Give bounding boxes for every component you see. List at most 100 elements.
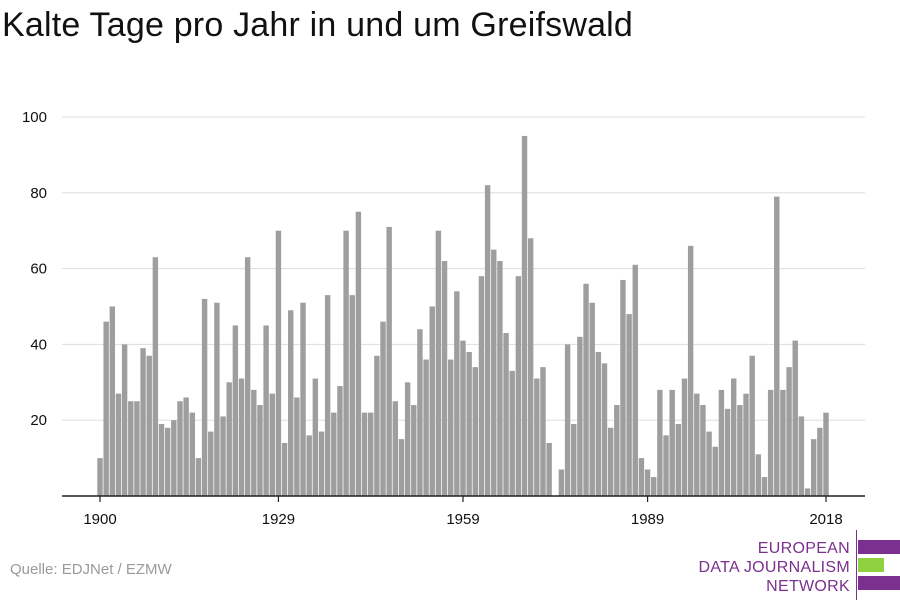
bar-1938 (331, 412, 337, 496)
bar-2006 (749, 355, 755, 496)
bar-1910 (158, 423, 165, 496)
bar-1960 (466, 351, 472, 496)
bar-1932 (294, 397, 300, 496)
bar-1922 (232, 325, 239, 496)
bar-1955 (435, 230, 442, 496)
bar-1966 (503, 333, 509, 496)
bar-1951 (411, 405, 417, 496)
bars (97, 135, 829, 496)
bar-1901 (103, 321, 109, 496)
logo-line-2: DATA JOURNALISM (698, 559, 850, 576)
y-tick-label: 60 (30, 261, 47, 278)
bar-1963 (484, 185, 491, 496)
bar-1937 (324, 295, 331, 496)
bar-1968 (515, 276, 522, 496)
bar-1992 (663, 435, 669, 496)
bar-1902 (109, 306, 116, 496)
chart-title: Kalte Tage pro Jahr in und um Greifswald (2, 6, 634, 44)
bar-2009 (767, 389, 774, 496)
bar-2008 (761, 477, 768, 496)
bar-1947 (386, 226, 392, 496)
bar-1978 (577, 336, 583, 496)
bar-1931 (288, 310, 294, 496)
bar-1959 (460, 340, 466, 496)
bar-1906 (134, 401, 140, 496)
bar-1994 (675, 423, 682, 496)
bar-1990 (651, 477, 657, 496)
bar-1999 (706, 431, 712, 496)
bar-1956 (441, 261, 448, 496)
bar-1954 (429, 306, 435, 496)
x-tick-label: 2018 (809, 511, 842, 528)
bar-1907 (140, 348, 146, 496)
bar-1935 (312, 378, 319, 496)
bar-1985 (620, 279, 626, 496)
bar-1943 (361, 412, 368, 496)
source-note: Quelle: EDJNet / EZMW (10, 561, 172, 578)
logo-line-3: NETWORK (766, 578, 850, 595)
bar-1936 (318, 431, 325, 496)
bar-1977 (571, 423, 577, 496)
y-tick-label: 40 (30, 336, 47, 353)
bar-1981 (595, 351, 602, 496)
bar-1991 (657, 389, 663, 496)
bar-1984 (614, 405, 620, 496)
bar-1965 (497, 261, 503, 496)
bar-1998 (700, 405, 706, 496)
bar-2018 (823, 412, 829, 496)
edjnet-logo: EUROPEAN DATA JOURNALISM NETWORK (699, 530, 900, 600)
bar-1962 (478, 276, 485, 496)
bar-2005 (743, 393, 749, 496)
bar-1927 (263, 325, 269, 496)
bar-1986 (626, 314, 632, 496)
bar-2002 (724, 408, 731, 496)
bar-1915 (189, 412, 195, 496)
bar-1944 (368, 412, 374, 496)
bar-1982 (601, 363, 608, 496)
bar-1939 (337, 386, 343, 496)
x-tick-label: 1929 (262, 511, 295, 528)
bar-1934 (306, 435, 312, 496)
bar-1995 (681, 378, 688, 496)
bar-1975 (558, 469, 565, 496)
bar-1983 (607, 427, 614, 496)
bar-1911 (164, 427, 171, 496)
logo-bar-top (858, 540, 900, 554)
logo-line-1: EUROPEAN (757, 540, 850, 557)
bar-1946 (380, 321, 386, 496)
logo-bar-bottom (858, 576, 900, 590)
logo-text: EUROPEAN DATA JOURNALISM NETWORK (699, 539, 850, 596)
bar-2007 (755, 454, 762, 496)
x-tick-label: 1989 (631, 511, 664, 528)
bar-1918 (208, 431, 214, 496)
bar-1979 (583, 283, 589, 496)
bar-1964 (491, 249, 497, 496)
bar-2012 (786, 367, 792, 496)
bar-1996 (687, 245, 694, 496)
axis-ticks: 20 40 60 80 100 1900 1929 1959 1989 2018 (22, 109, 843, 528)
bar-2013 (792, 340, 798, 496)
bar-1940 (343, 230, 349, 496)
bar-1980 (589, 302, 595, 496)
bar-2017 (817, 427, 823, 496)
bar-2000 (712, 446, 718, 496)
bar-1950 (404, 382, 411, 496)
bar-1957 (447, 359, 454, 496)
bar-1952 (417, 329, 423, 496)
bar-2011 (780, 389, 786, 496)
bar-2001 (718, 389, 725, 496)
bar-1904 (121, 344, 128, 496)
bar-1970 (527, 238, 534, 496)
bar-1913 (177, 401, 183, 496)
bar-1929 (275, 230, 282, 496)
bar-1917 (201, 298, 208, 496)
bar-1958 (454, 291, 460, 496)
logo-divider (856, 530, 857, 600)
bar-1923 (238, 378, 245, 496)
x-tick-label: 1900 (83, 511, 116, 528)
bar-1989 (644, 469, 651, 496)
bar-1919 (214, 302, 220, 496)
bar-1912 (171, 420, 177, 496)
bar-1905 (128, 401, 134, 496)
